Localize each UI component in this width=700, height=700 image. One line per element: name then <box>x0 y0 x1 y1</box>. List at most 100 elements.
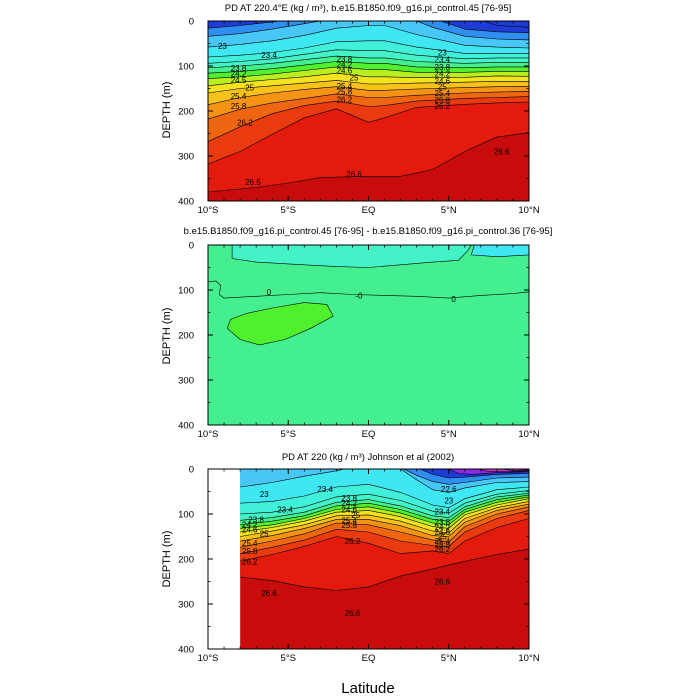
contour-line <box>448 469 529 475</box>
contour-label: 23 <box>218 42 227 51</box>
x-tick-label: 5°N <box>441 205 457 216</box>
contour-label: 24.2 <box>435 70 451 79</box>
contour-label: 25 <box>438 83 447 92</box>
y-tick-label: 100 <box>178 62 194 73</box>
contour-label: 23.4 <box>435 56 451 65</box>
contour-label: 25 <box>245 84 254 93</box>
contour-line <box>208 21 529 33</box>
contour-fill-deep_blue <box>484 21 529 28</box>
contour-label: 24.2 <box>242 520 258 529</box>
contour-line <box>208 96 529 142</box>
contour-label: 26.2 <box>435 102 451 111</box>
contour-label: 24.6 <box>337 67 353 76</box>
contour-label: 25.8 <box>242 547 258 556</box>
contour-label: 25.4 <box>242 539 258 548</box>
contour-line <box>208 55 529 69</box>
x-tick-label: EQ <box>362 429 376 440</box>
contour-label: 24.6 <box>435 77 451 86</box>
y-tick-label: 100 <box>178 510 194 521</box>
contour-line <box>240 501 529 537</box>
contour-label: 26.6 <box>261 589 277 598</box>
contour-label: -0 <box>355 291 363 300</box>
x-tick-label: 10°S <box>198 429 219 440</box>
panel-model-difference-y-axis-label: DEPTH (m) <box>161 308 173 365</box>
x-tick-label: 5°S <box>281 205 296 216</box>
panel-observed-density: PD AT 220 (kg / m³) Johnson et al (2002)… <box>161 452 540 664</box>
panel-model-density-title: PD AT 220.4°E (kg / m³), b.e15.B1850.f09… <box>225 3 512 14</box>
contour-label: 25.4 <box>341 516 357 525</box>
contour-label: 23 <box>444 497 453 506</box>
x-axis-label: Latitude <box>341 680 394 697</box>
contour-line <box>240 494 529 526</box>
x-tick-label: EQ <box>362 205 376 216</box>
contour-label: 25.4 <box>435 537 451 546</box>
panel-model-difference: b.e15.B1850.f09_g16.pi_control.45 [76-95… <box>161 226 552 440</box>
contour-line <box>240 518 529 562</box>
contour-label: 25 <box>350 74 359 83</box>
contour-field <box>208 245 529 425</box>
contour-label: 26.6 <box>435 578 451 587</box>
contour-label: 24.6 <box>435 528 451 537</box>
contour-label: 26.2 <box>345 537 361 546</box>
contour-line <box>419 469 529 479</box>
contour-label: 24.2 <box>231 70 247 79</box>
contour-line <box>240 483 529 509</box>
contour-line <box>208 90 529 120</box>
contour-blob <box>226 302 334 346</box>
y-tick-label: 300 <box>178 376 194 387</box>
contour-field <box>208 21 529 201</box>
contour-label: 25.8 <box>435 96 451 105</box>
x-tick-label: 10°N <box>518 429 539 440</box>
contour-label: 25 <box>438 533 447 542</box>
contour-label: 26.6 <box>345 609 361 618</box>
contour-label: 22.6 <box>441 485 457 494</box>
y-tick-label: 200 <box>178 331 194 342</box>
y-tick-label: 300 <box>178 600 194 611</box>
contour-label: 23.4 <box>317 485 333 494</box>
contour-label: 23 <box>438 49 447 58</box>
contour-line <box>208 80 529 94</box>
contour-line <box>208 61 529 74</box>
x-tick-label: 10°N <box>518 205 539 216</box>
contour-label: 25 <box>260 529 269 538</box>
contour-line <box>470 245 529 258</box>
x-tick-label: 5°N <box>441 653 457 664</box>
x-tick-label: 10°N <box>518 653 539 664</box>
contour-line <box>208 86 529 105</box>
contour-label: 26.5 <box>245 178 261 187</box>
y-tick-label: 0 <box>189 17 194 28</box>
contour-label: 23.8 <box>435 518 451 527</box>
contour-label: 25.8 <box>435 541 451 550</box>
contour-label: 24.6 <box>242 525 258 534</box>
contour-field <box>240 469 529 649</box>
contour-label: 23.4 <box>261 51 277 60</box>
contour-label: 23.8 <box>248 515 264 524</box>
contour-fill-turquoise <box>208 245 529 268</box>
contour-line <box>208 72 529 87</box>
contour-line <box>240 493 529 521</box>
contour-line <box>240 548 529 591</box>
contour-line <box>208 280 529 299</box>
contour-fill-cyan <box>471 245 529 257</box>
y-tick-label: 400 <box>178 421 194 432</box>
contour-line <box>240 510 529 554</box>
contour-label: 25.8 <box>341 521 357 530</box>
contour-line <box>208 49 529 64</box>
y-tick-label: 200 <box>178 107 194 118</box>
contour-line <box>240 506 529 548</box>
panel-observed-density-title: PD AT 220 (kg / m³) Johnson et al (2002) <box>282 452 454 463</box>
contour-label: 24.5 <box>231 76 247 85</box>
contour-line <box>240 498 529 533</box>
contour-line <box>208 245 529 268</box>
contour-line <box>240 490 529 515</box>
contour-label: 26.2 <box>242 557 258 566</box>
panel-observed-density-y-axis-label: DEPTH (m) <box>161 531 173 588</box>
contour-line <box>208 21 529 41</box>
contour-label: 23.8 <box>231 64 247 73</box>
contour-label: 26.2 <box>435 545 451 554</box>
contour-line <box>208 132 529 193</box>
contour-label: 26.2 <box>237 119 253 128</box>
y-tick-label: 0 <box>189 465 194 476</box>
y-tick-label: 400 <box>178 645 194 656</box>
